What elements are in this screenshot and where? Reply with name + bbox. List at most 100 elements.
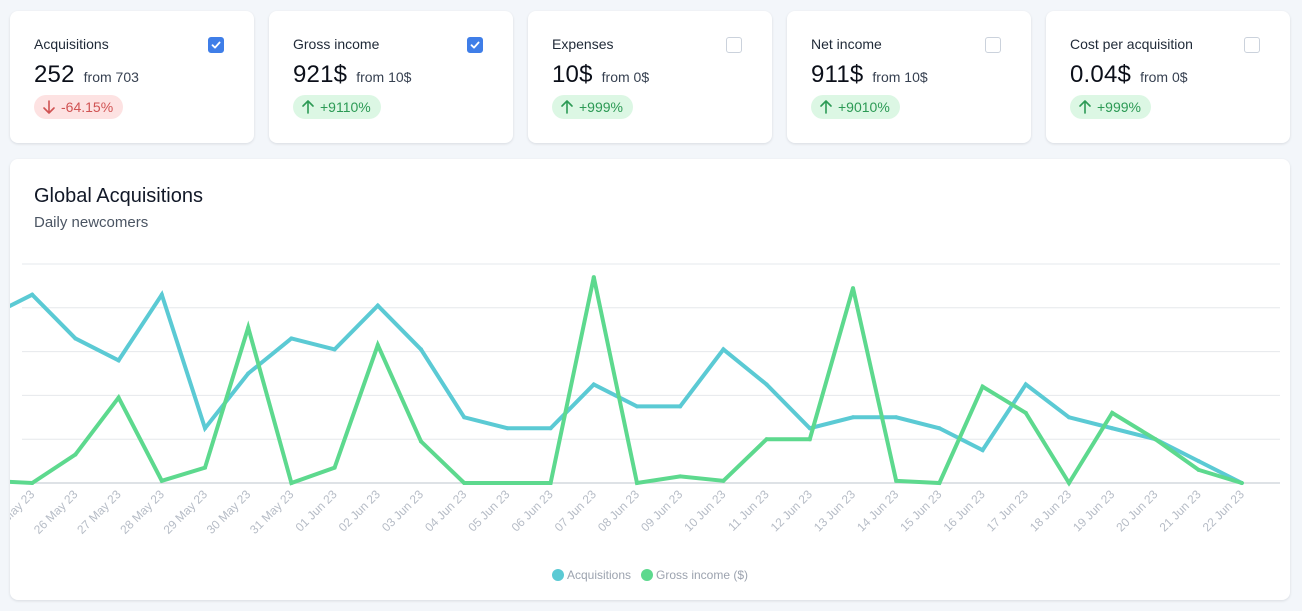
card-checkbox[interactable]	[1244, 37, 1260, 53]
data-point-gross-income[interactable]	[980, 384, 985, 389]
data-point-gross-income[interactable]	[1239, 481, 1244, 485]
data-point-gross-income[interactable]	[73, 452, 78, 457]
data-point-acquisitions[interactable]	[375, 303, 380, 308]
card-from: from 703	[83, 69, 139, 85]
chart-panel: Global Acquisitions Daily newcomers 24 M…	[10, 159, 1290, 600]
x-tick-label: 26 May 23	[31, 487, 81, 537]
data-point-acquisitions[interactable]	[764, 382, 769, 387]
chart-subtitle: Daily newcomers	[34, 214, 149, 231]
data-point-acquisitions[interactable]	[1110, 426, 1115, 431]
card-value: 911$	[811, 61, 864, 88]
legend-item-acquisitions[interactable]: Acquisitions	[551, 568, 631, 582]
x-tick-label: 27 May 23	[74, 487, 124, 537]
data-point-acquisitions[interactable]	[246, 371, 251, 376]
card-title: Cost per acquisition	[1070, 36, 1193, 52]
data-point-acquisitions[interactable]	[851, 415, 855, 420]
data-point-gross-income[interactable]	[159, 478, 164, 483]
data-point-acquisitions[interactable]	[591, 382, 596, 387]
arrow-up-icon	[1079, 100, 1091, 114]
legend-dot-gross-income	[641, 569, 653, 581]
x-tick-label: 15 Jun 23	[897, 487, 944, 534]
x-tick-label: 28 May 23	[117, 487, 167, 537]
data-point-acquisitions[interactable]	[462, 415, 467, 420]
legend-dot-acquisitions	[551, 569, 564, 581]
data-point-acquisitions[interactable]	[678, 404, 683, 409]
change-value: +9110%	[320, 99, 371, 115]
card-from: from 0$	[1140, 69, 1188, 85]
data-point-gross-income[interactable]	[1110, 410, 1115, 415]
data-point-acquisitions[interactable]	[635, 404, 639, 409]
data-point-gross-income[interactable]	[894, 478, 899, 483]
arrow-up-icon	[302, 100, 314, 114]
data-point-gross-income[interactable]	[1196, 467, 1201, 472]
data-point-gross-income[interactable]	[289, 481, 294, 485]
legend-item-gross-income[interactable]: Gross income ($)	[641, 568, 748, 582]
data-point-gross-income[interactable]	[1023, 410, 1028, 415]
arrow-up-icon	[820, 100, 832, 114]
card-checkbox[interactable]	[726, 37, 742, 53]
data-point-acquisitions[interactable]	[116, 358, 121, 363]
data-point-gross-income[interactable]	[678, 474, 683, 479]
check-icon	[470, 41, 480, 49]
data-point-acquisitions[interactable]	[505, 426, 510, 431]
data-point-gross-income[interactable]	[1153, 437, 1158, 442]
x-tick-label: 22 Jun 23	[1200, 487, 1247, 534]
data-point-acquisitions[interactable]	[73, 336, 78, 341]
data-point-gross-income[interactable]	[851, 286, 855, 291]
card-title: Acquisitions	[34, 36, 109, 52]
data-point-gross-income[interactable]	[505, 481, 510, 485]
data-point-gross-income[interactable]	[116, 395, 121, 400]
data-point-acquisitions[interactable]	[980, 448, 985, 453]
card-value: 921$	[293, 61, 348, 88]
data-point-gross-income[interactable]	[203, 465, 207, 470]
x-tick-label: 29 May 23	[161, 487, 211, 537]
data-point-gross-income[interactable]	[462, 481, 467, 485]
data-point-acquisitions[interactable]	[1196, 459, 1201, 464]
data-point-acquisitions[interactable]	[203, 426, 207, 431]
data-point-acquisitions[interactable]	[1023, 382, 1028, 387]
data-point-acquisitions[interactable]	[289, 336, 294, 341]
card-checkbox[interactable]	[467, 37, 483, 53]
data-point-acquisitions[interactable]	[721, 347, 726, 352]
card-acquisitions: Acquisitions 252 from 703 -64.15%	[10, 11, 254, 143]
data-point-acquisitions[interactable]	[894, 415, 899, 420]
change-value: +999%	[1097, 99, 1141, 115]
check-icon	[211, 41, 221, 49]
data-point-gross-income[interactable]	[635, 481, 639, 485]
card-checkbox[interactable]	[985, 37, 1001, 53]
card-from: from 10$	[872, 69, 928, 85]
card-checkbox[interactable]	[208, 37, 224, 53]
x-tick-label: 19 Jun 23	[1070, 487, 1117, 534]
data-point-gross-income[interactable]	[591, 275, 596, 280]
data-point-acquisitions[interactable]	[419, 347, 423, 352]
chart-title: Global Acquisitions	[34, 185, 203, 207]
data-point-acquisitions[interactable]	[937, 426, 942, 431]
data-point-gross-income[interactable]	[807, 437, 812, 442]
legend-label: Acquisitions	[566, 568, 631, 582]
data-point-acquisitions[interactable]	[30, 292, 35, 297]
data-point-gross-income[interactable]	[937, 481, 942, 485]
data-point-gross-income[interactable]	[30, 481, 35, 485]
data-point-gross-income[interactable]	[419, 439, 423, 444]
stat-cards: Acquisitions 252 from 703 -64.15% Gross …	[10, 11, 1290, 143]
series-line-gross-income[interactable]	[10, 276, 1244, 487]
data-point-acquisitions[interactable]	[1067, 415, 1071, 420]
data-point-gross-income[interactable]	[548, 481, 553, 485]
data-point-acquisitions[interactable]	[332, 347, 337, 352]
x-tick-label: 12 Jun 23	[768, 487, 815, 534]
data-point-gross-income[interactable]	[332, 465, 337, 470]
data-point-gross-income[interactable]	[375, 343, 380, 348]
arrow-up-icon	[561, 100, 573, 114]
series-line-acquisitions[interactable]	[10, 290, 1244, 485]
data-point-gross-income[interactable]	[246, 325, 251, 330]
data-point-gross-income[interactable]	[1067, 481, 1071, 485]
x-tick-label: 11 Jun 23	[725, 487, 772, 534]
data-point-gross-income[interactable]	[721, 478, 726, 483]
x-tick-label: 02 Jun 23	[336, 487, 383, 534]
data-point-acquisitions[interactable]	[548, 426, 553, 431]
data-point-acquisitions[interactable]	[159, 292, 164, 297]
change-badge: +9110%	[293, 95, 381, 119]
card-from: from 0$	[601, 69, 650, 85]
data-point-gross-income[interactable]	[764, 437, 769, 442]
x-tick-label: 31 May 23	[247, 487, 297, 537]
